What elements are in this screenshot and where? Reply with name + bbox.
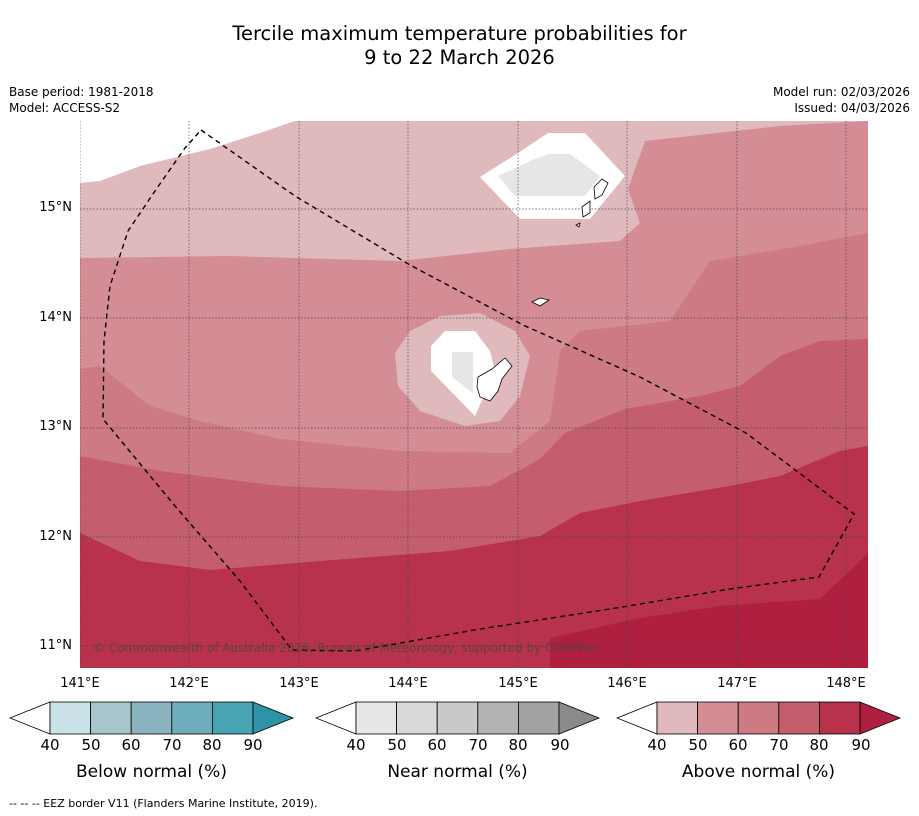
base-period: Base period: 1981-2018 (9, 85, 154, 99)
island-rota (531, 297, 551, 307)
tick-below-80: 80 (202, 736, 222, 754)
model-name: Model: ACCESS-S2 (9, 101, 121, 115)
tick-below-40: 40 (40, 736, 60, 754)
copyright-notice: © Commonwealth of Australia 2026, Bureau… (93, 641, 599, 655)
lon-label-141e: 141°E (60, 676, 100, 691)
colorbar-near-label: Near normal (%) (387, 762, 528, 782)
tick-below-50: 50 (81, 736, 101, 754)
tick-near-60: 60 (427, 736, 447, 754)
tick-above-80: 80 (809, 736, 829, 754)
colorbar-below-normal (9, 701, 295, 735)
issued-date: Issued: 04/03/2026 (794, 101, 910, 115)
colorbar-above-upper-extension (859, 701, 902, 735)
near-normal-region-north (498, 154, 600, 196)
tick-above-40: 40 (647, 736, 667, 754)
tick-near-70: 70 (468, 736, 488, 754)
colorbar-near-normal (315, 701, 601, 735)
probability-map (80, 121, 868, 668)
title-line-2: 9 to 22 March 2026 (364, 46, 555, 69)
tick-above-90: 90 (851, 736, 871, 754)
colorbar-near-upper-extension (558, 701, 601, 735)
tick-above-70: 70 (769, 736, 789, 754)
island-saipan (593, 178, 609, 200)
colorbar-below-segment (49, 701, 91, 735)
island-tinian (581, 200, 591, 218)
tick-below-90: 90 (243, 736, 263, 754)
colorbar-near-segment (396, 701, 438, 735)
tick-near-50: 50 (387, 736, 407, 754)
lat-label-12n: 12°N (39, 529, 72, 544)
colorbar-above-label: Above normal (%) (681, 762, 836, 782)
tick-above-60: 60 (728, 736, 748, 754)
colorbar-below-upper-extension (252, 701, 295, 735)
colorbar-above-segment (697, 701, 739, 735)
lon-label-147e: 147°E (717, 676, 757, 691)
graticule (80, 121, 868, 668)
lon-label-148e: 148°E (826, 676, 866, 691)
colorbar-above-lower-extension (616, 701, 658, 735)
island-outlines (476, 178, 609, 402)
colorbar-near-segment (355, 701, 397, 735)
model-run: Model run: 02/03/2026 (772, 85, 910, 99)
colorbar-near-segment (436, 701, 479, 735)
lon-label-142e: 142°E (169, 676, 209, 691)
colorbar-above-segment (737, 701, 780, 735)
colorbar-near-lower-extension (315, 701, 357, 735)
lon-label-143e: 143°E (279, 676, 319, 691)
colorbar-below-segment (211, 701, 254, 735)
colorbar-above-segment (778, 701, 820, 735)
near-normal-region-guam (452, 352, 473, 393)
no-data-region (80, 121, 295, 183)
colorbar-near-segment (517, 701, 560, 735)
colorbar-below-segment (171, 701, 213, 735)
tick-near-80: 80 (508, 736, 528, 754)
colorbar-near-segment (477, 701, 519, 735)
title-line-1: Tercile maximum temperature probabilitie… (232, 22, 687, 45)
colorbar-above-segment (656, 701, 698, 735)
lon-label-146e: 146°E (607, 676, 647, 691)
lon-label-144e: 144°E (388, 676, 428, 691)
island-aguijan (575, 222, 581, 228)
colorbar-below-label: Below normal (%) (76, 762, 227, 782)
colorbar-above-normal (616, 701, 902, 735)
tick-near-90: 90 (550, 736, 570, 754)
colorbar-above-segment (818, 701, 861, 735)
lat-label-11n: 11°N (39, 638, 72, 653)
band-80-percent (80, 446, 868, 668)
lat-label-15n: 15°N (39, 200, 72, 215)
metadata-left: Base period: 1981-2018 Model: ACCESS-S2 (9, 84, 154, 116)
band-90-percent (550, 553, 868, 668)
lat-label-14n: 14°N (39, 310, 72, 325)
chart-title: Tercile maximum temperature probabilitie… (0, 22, 919, 70)
island-guam (476, 357, 513, 402)
tick-below-70: 70 (162, 736, 182, 754)
tick-near-40: 40 (346, 736, 366, 754)
tick-above-50: 50 (688, 736, 708, 754)
colorbar-below-segment (90, 701, 132, 735)
eez-legend-note: -- -- -- EEZ border V11 (Flanders Marine… (9, 797, 318, 810)
colorbar-below-lower-extension (9, 701, 51, 735)
lat-label-13n: 13°N (39, 419, 72, 434)
lon-label-145e: 145°E (498, 676, 538, 691)
tick-below-60: 60 (121, 736, 141, 754)
metadata-right: Model run: 02/03/2026 Issued: 04/03/2026 (773, 84, 910, 116)
colorbar-below-segment (130, 701, 173, 735)
